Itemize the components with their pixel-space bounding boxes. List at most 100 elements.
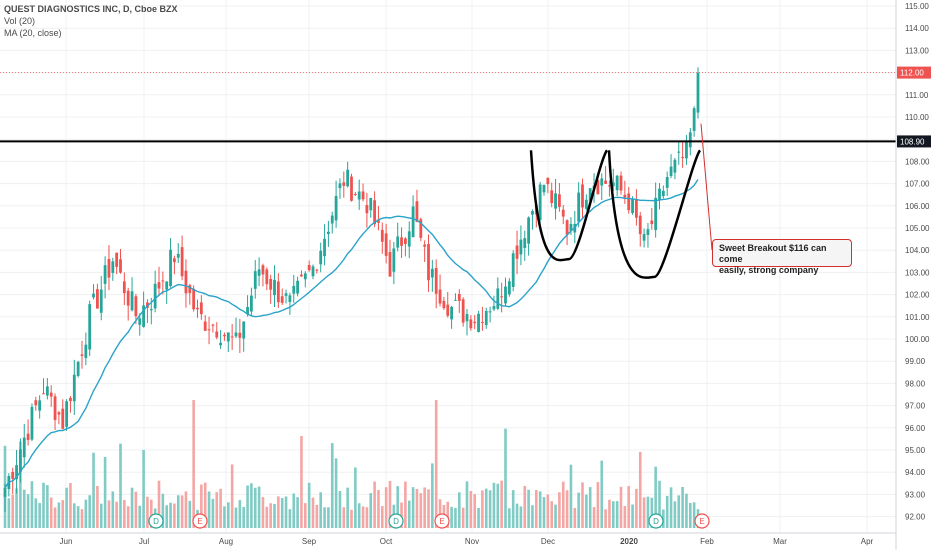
y-tick-label: 111.00 [905,91,929,100]
volume-bar [53,507,57,528]
candle-body [642,234,646,241]
candle-body [19,449,22,472]
volume-bar [342,507,346,528]
x-tick-label: Jun [60,537,73,546]
volume-bar [161,493,165,528]
candle-body [169,249,172,287]
dividend-marker [388,513,404,529]
volume-bar [277,496,280,528]
volume-bar [531,505,534,528]
volume-bar [215,492,219,528]
candle-body [196,307,199,310]
y-tick-label: 114.00 [905,24,929,33]
last-price-label: 112.00 [900,69,924,78]
volume-bar [623,505,627,528]
volume-bar [689,502,692,528]
candle-body [115,252,119,267]
candle-body [276,281,280,303]
volume-bar [11,494,14,528]
volume-bar [519,506,523,528]
volume-bar [130,487,134,528]
volume-bar [596,482,600,528]
volume-bar [304,503,307,528]
candle-body [631,199,634,214]
volume-bar [257,486,261,528]
x-tick-label: Mar [773,537,787,546]
volume-bar [692,502,696,528]
candle-body [161,280,165,282]
candle-body [611,182,615,187]
volume-bar [446,501,450,528]
volume-bar [265,506,269,528]
volume-bar [500,480,503,528]
volume-bar [38,503,41,528]
candle-body [69,397,72,402]
candle-body [338,183,342,189]
candle-body [257,269,261,276]
candle-body [546,177,550,185]
candle-body [550,190,554,204]
y-tick-label: 94.00 [905,468,926,477]
volume-bar [49,497,53,528]
candle-body [103,265,107,284]
volume-bar [219,488,222,528]
volume-bar [19,441,22,528]
y-tick-label: 103.00 [905,268,930,277]
candle-body [423,244,427,247]
volume-bar [546,494,550,528]
candle-body [377,220,380,223]
candle-body [558,194,561,207]
candle-body [496,288,500,309]
event-label: D [393,517,399,526]
candle-body [138,318,142,325]
volume-bar [669,487,673,528]
volume-bar [238,500,242,528]
candle-body [119,259,122,273]
candle-body [696,72,700,113]
candle-body [627,193,631,211]
candle-body [203,321,207,331]
volume-bar [26,494,30,528]
annotation-callout[interactable]: Sweet Breakout $116 can come easily, str… [712,239,852,275]
volume-bar [292,493,296,528]
candle-body [615,175,619,191]
candle-body [677,151,681,153]
candle-body [450,306,453,320]
candle-body [273,279,276,296]
x-tick-label: Apr [861,537,874,546]
volume-bar [327,507,330,528]
candle-body [608,185,611,187]
candle-body [661,190,665,197]
volume-bar [685,493,688,528]
volume-bar [107,500,111,528]
volume-bar [438,499,442,528]
candle-body [242,321,246,339]
volume-bar [80,509,84,528]
resistance-price-label-bg [897,135,931,148]
candle-body [515,245,519,259]
candle-body [130,291,134,311]
candle-body [569,223,573,231]
x-tick-label: Oct [380,537,393,546]
y-tick-label: 92.00 [905,513,926,522]
volume-bar [650,497,654,528]
x-tick-label: Aug [219,537,233,546]
volume-bar [57,502,61,528]
annotation-line-2: easily, strong company [719,265,819,275]
volume-bars [3,400,700,528]
candle-body [188,285,192,294]
volume-bar [138,505,142,528]
candle-body [173,258,176,263]
volume-bar [592,507,596,528]
candle-body [327,231,330,235]
volume-bar [458,492,461,528]
candle-body [454,299,457,301]
volume-bar [76,506,80,528]
candle-body [342,182,346,186]
volume-bar [369,493,373,528]
volume-bar [69,482,72,528]
candle-body [92,293,95,298]
